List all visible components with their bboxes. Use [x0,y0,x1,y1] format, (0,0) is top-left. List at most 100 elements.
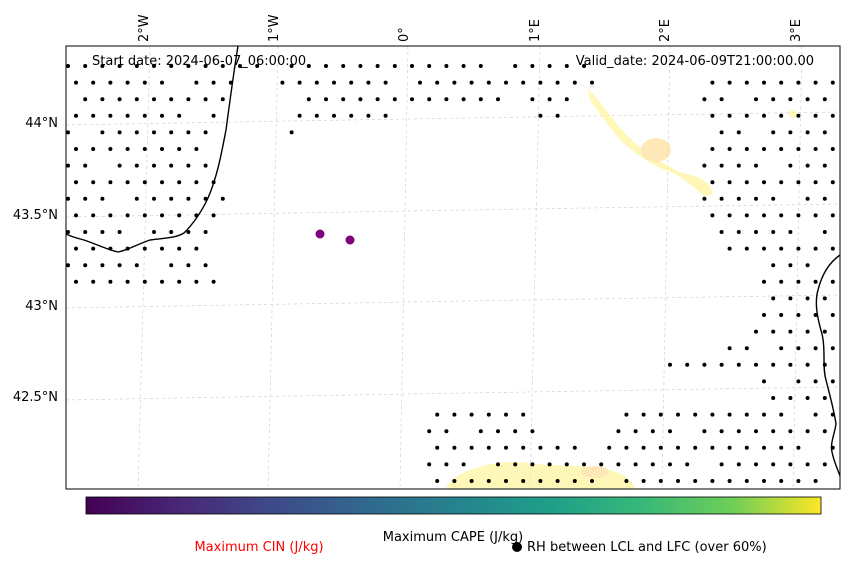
rh-dot [710,113,715,118]
rh-dot [822,97,827,102]
rh-dot [530,97,535,102]
rh-dot [478,97,483,102]
coastlines [66,46,840,477]
rh-dot [813,213,818,218]
rh-dot [504,445,508,450]
rh-dot [719,230,724,234]
rh-dot [74,213,78,218]
map-background [66,46,840,489]
rh-dot [788,130,793,135]
rh-dot [177,246,182,251]
rh-dot [813,180,818,185]
rh-dots [66,64,835,483]
rh-dot [779,279,784,284]
rh-dot [736,163,741,168]
rh-dot [771,396,776,400]
rh-dot [100,64,105,68]
rh-dot [469,479,474,483]
rh-dot [547,97,552,102]
rh-dot [633,429,638,434]
rh-dot [169,230,174,234]
rh-dot [744,113,749,118]
rh-dot [744,147,749,151]
rh-dot [186,163,191,168]
rh-dot [186,64,191,68]
rh-dot [736,462,741,467]
rh-dot [719,163,724,168]
lat-label: 44°N [25,116,58,131]
rh-dot [177,113,182,118]
valid-date: Valid_date: 2024-06-09T21:00:00.00 [576,54,814,69]
rh-dot [805,429,810,434]
rh-dot [203,230,208,234]
rh-dot [169,196,174,201]
rh-dot [830,346,835,351]
rh-dot [125,213,130,218]
rh-dot [142,213,147,218]
rh-dot [582,462,586,467]
rh-dot [590,479,594,483]
rh-dot [91,80,96,85]
rh-dot [796,180,801,185]
rh-dot [771,329,776,334]
rh-dot [744,445,749,450]
rh-dot [530,462,535,467]
rh-dot [762,113,766,118]
rh-dot [762,412,766,417]
rh-dot [452,479,457,483]
rh-dot [572,80,577,85]
meridian-line [399,46,409,489]
rh-dot [805,163,810,168]
lon-label: 3°E [789,19,804,42]
rh-dot [538,113,543,118]
rh-dot [108,147,113,151]
rh-dot [358,97,363,102]
rh-dot [788,97,793,102]
cape-spot [789,110,797,118]
rh-dot [762,246,766,251]
rh-dot [727,147,732,151]
rh-dot [74,147,78,151]
rh-dot [427,64,432,68]
rh-dot [710,479,715,483]
rh-dot [754,230,758,234]
rh-dot [152,97,156,102]
rh-dot [779,80,784,85]
rh-dot [444,97,449,102]
rh-dot [513,64,518,68]
rh-dot [744,213,749,218]
rh-dot [822,396,827,400]
rh-dot [830,246,835,251]
rh-dot [211,113,216,118]
rh-dot [624,412,629,417]
lat-label: 43°N [25,299,58,314]
rh-dot [152,196,156,201]
rh-dot [762,445,766,450]
rh-dot [788,296,793,301]
rh-dot [289,130,294,135]
rh-dot [186,196,191,201]
rh-dot [100,230,105,234]
rh-dot [572,445,577,450]
rh-dot [582,64,586,68]
rh-dot [685,362,690,367]
rh-dot [324,97,328,102]
rh-dot [100,97,105,102]
rh-dot [538,479,543,483]
rh-dot [796,213,801,218]
legend: Maximum CIN (J/kg) RH between LCL and LF… [194,540,766,555]
rh-dot [624,445,629,450]
rh-dot [796,346,801,351]
rh-dot [152,130,156,135]
rh-dot [813,346,818,351]
rh-dot [702,429,707,434]
rh-dot [727,479,732,483]
rh-dot [641,445,646,450]
rh-dot [641,412,646,417]
rh-dot [668,429,672,434]
rh-dot [142,180,147,185]
rh-dot [108,113,113,118]
rh-dot [805,362,810,367]
rh-dot [306,97,311,102]
rh-dot [203,163,208,168]
